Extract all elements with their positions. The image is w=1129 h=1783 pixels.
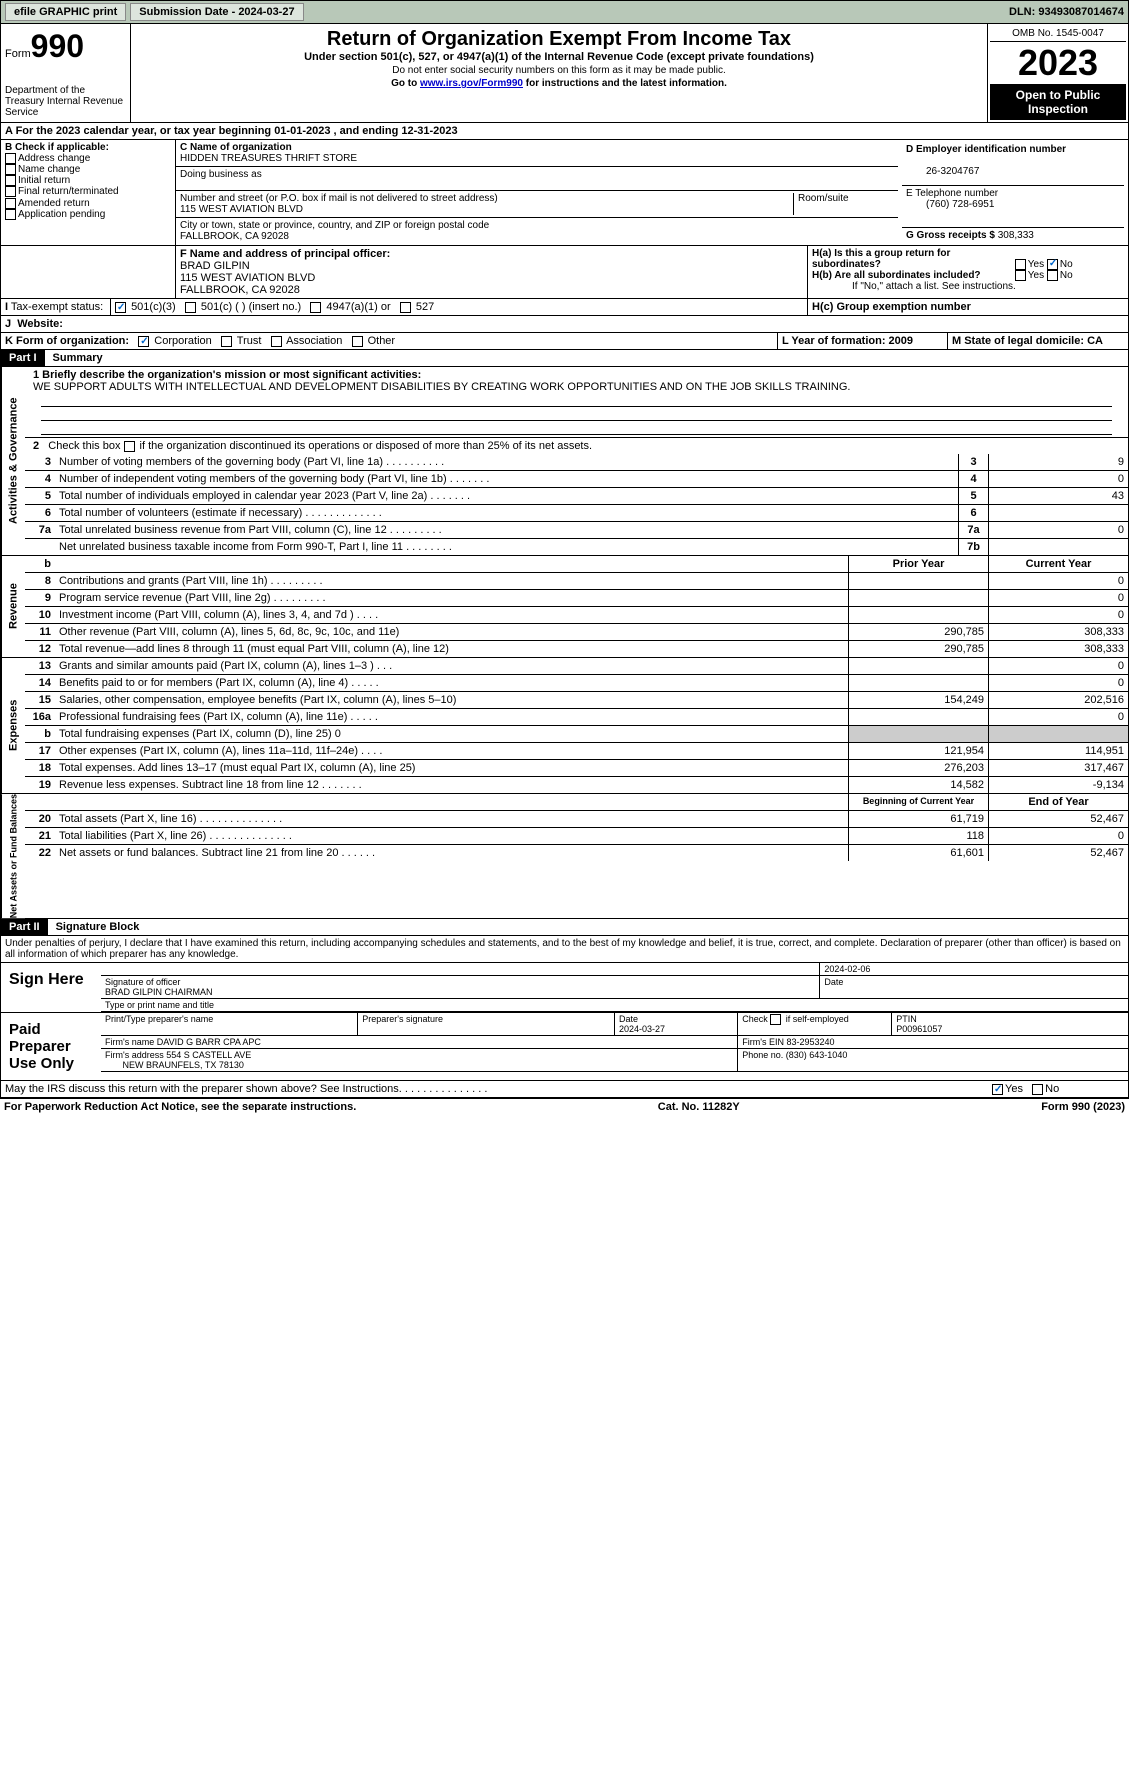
part2-header: Part II Signature Block: [0, 919, 1129, 936]
line-a: A For the 2023 calendar year, or tax yea…: [0, 123, 1129, 140]
checkbox[interactable]: [5, 186, 16, 197]
dln: DLN: 93493087014674: [1009, 6, 1124, 18]
irs-link[interactable]: www.irs.gov/Form990: [420, 78, 523, 89]
form-number: 990: [31, 28, 84, 64]
sign-here-block: Sign Here 2024-02-06 Signature of office…: [0, 963, 1129, 1013]
box-c: C Name of organization HIDDEN TREASURES …: [176, 140, 898, 245]
checkbox[interactable]: [5, 164, 16, 175]
phone: (760) 728-6951: [906, 199, 994, 210]
street: 115 WEST AVIATION BLVD: [180, 204, 303, 215]
page-footer: For Paperwork Reduction Act Notice, see …: [0, 1098, 1129, 1115]
part1-header: Part I Summary: [0, 350, 1129, 367]
netassets-section: Net Assets or Fund Balances Beginning of…: [0, 794, 1129, 919]
subtitle-3: Go to www.irs.gov/Form990 for instructio…: [135, 78, 983, 89]
form-label: Form: [5, 48, 31, 60]
ein: 26-3204767: [906, 166, 979, 177]
expenses-section: Expenses 13Grants and similar amounts pa…: [0, 658, 1129, 794]
topbar: efile GRAPHIC print Submission Date - 20…: [0, 0, 1129, 24]
governance-section: Activities & Governance 1 Briefly descri…: [0, 367, 1129, 556]
entity-block: B Check if applicable: Address change Na…: [0, 140, 1129, 246]
tax-year: 2023: [990, 42, 1126, 84]
gross-receipts: 308,333: [998, 230, 1034, 241]
website-row: J Website:: [0, 316, 1129, 333]
checkbox[interactable]: [5, 175, 16, 186]
org-form-row: K Form of organization: Corporation Trus…: [0, 333, 1129, 350]
efile-badge: efile GRAPHIC print: [5, 3, 126, 21]
form-title: Return of Organization Exempt From Incom…: [135, 28, 983, 51]
open-inspection: Open to Public Inspection: [990, 84, 1126, 120]
submission-badge: Submission Date - 2024-03-27: [130, 3, 303, 21]
dept: Department of the Treasury Internal Reve…: [5, 85, 126, 118]
city-state: FALLBROOK, CA 92028: [180, 231, 289, 242]
mission-text: WE SUPPORT ADULTS WITH INTELLECTUAL AND …: [33, 381, 850, 393]
box-b: B Check if applicable: Address change Na…: [1, 140, 176, 245]
checkbox[interactable]: [5, 153, 16, 164]
form-header: Form990 Department of the Treasury Inter…: [0, 24, 1129, 123]
discuss-row: May the IRS discuss this return with the…: [0, 1081, 1129, 1098]
revenue-section: Revenue b Prior Year Current Year 8Contr…: [0, 556, 1129, 658]
omb: OMB No. 1545-0047: [990, 26, 1126, 42]
perjury-text: Under penalties of perjury, I declare th…: [0, 936, 1129, 963]
box-d-e-g: D Employer identification number 26-3204…: [898, 140, 1128, 245]
subtitle-1: Under section 501(c), 527, or 4947(a)(1)…: [135, 51, 983, 63]
tax-status-row: I Tax-exempt status: 501(c)(3) 501(c) ( …: [0, 299, 1129, 316]
officer-row: F Name and address of principal officer:…: [0, 246, 1129, 299]
checkbox[interactable]: [5, 198, 16, 209]
subtitle-2: Do not enter social security numbers on …: [135, 65, 983, 76]
org-name: HIDDEN TREASURES THRIFT STORE: [180, 153, 357, 164]
paid-preparer-block: Paid Preparer Use Only Print/Type prepar…: [0, 1013, 1129, 1081]
checkbox[interactable]: [5, 209, 16, 220]
